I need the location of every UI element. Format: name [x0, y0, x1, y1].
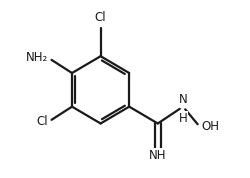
Text: Cl: Cl [95, 11, 106, 24]
Text: H: H [179, 112, 188, 125]
Text: NH₂: NH₂ [26, 51, 48, 64]
Text: N: N [179, 93, 188, 106]
Text: Cl: Cl [37, 115, 48, 128]
Text: OH: OH [202, 120, 220, 133]
Text: NH: NH [149, 149, 166, 162]
